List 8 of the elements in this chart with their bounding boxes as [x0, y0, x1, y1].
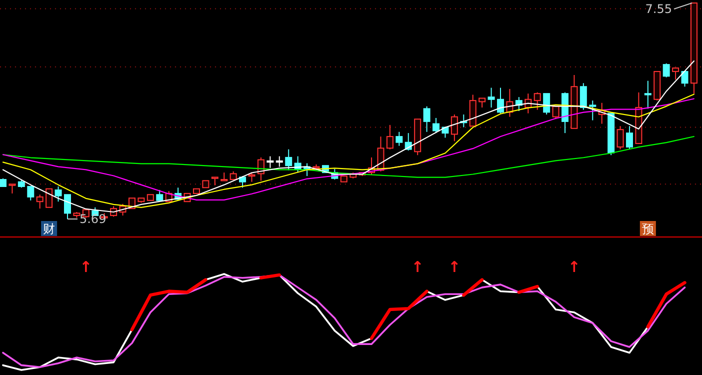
annotation: ↑ — [448, 258, 461, 276]
annotation: ↑ — [568, 258, 580, 276]
text: 预 — [642, 222, 654, 236]
text: 财 — [43, 222, 56, 236]
annotation: 7.55 — [645, 2, 672, 16]
annotation: 5.69 — [79, 212, 106, 226]
annotation: ↑ — [80, 258, 92, 276]
annotation: ↑ — [411, 258, 424, 276]
